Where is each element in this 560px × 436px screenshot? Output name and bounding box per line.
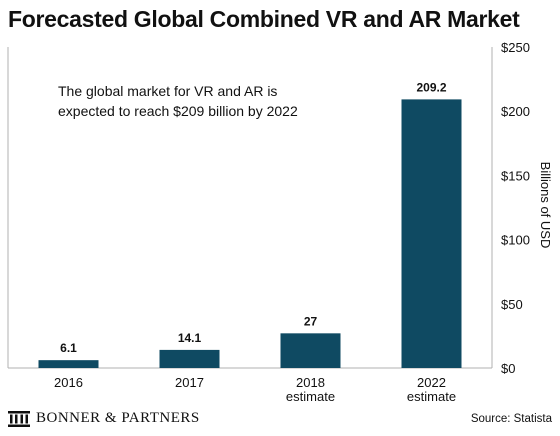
bar-value-label: 27	[304, 314, 318, 328]
y-tick-label: $100	[501, 233, 530, 248]
chart-annotation: The global market for VR and AR is expect…	[58, 83, 298, 119]
columns-logo-icon	[8, 410, 30, 427]
x-tick-label: 2017	[175, 375, 204, 390]
bar	[159, 349, 220, 368]
chart-title: Forecasted Global Combined VR and AR Mar…	[8, 6, 520, 32]
x-tick-label: 2018 estimate	[286, 375, 335, 404]
brand-logo: BONNER & PARTNERS	[8, 410, 200, 427]
bar	[280, 333, 341, 368]
bar	[401, 99, 462, 368]
bar-value-label: 209.2	[416, 80, 446, 94]
x-tick-label: 2022 estimate	[407, 375, 456, 404]
bar	[38, 360, 99, 368]
bar-value-label: 14.1	[178, 331, 202, 345]
y-tick-label: $0	[501, 361, 515, 376]
source-note: Source: Statista	[470, 413, 552, 425]
y-tick-label: $150	[501, 168, 530, 183]
y-tick-label: $200	[501, 104, 530, 119]
x-tick-label: 2016	[54, 375, 83, 390]
y-axis-label: Billions of USD	[538, 162, 553, 249]
y-tick-label: $250	[501, 40, 530, 55]
bar-value-label: 6.1	[60, 341, 77, 355]
y-tick-label: $50	[501, 297, 523, 312]
brand-name: BONNER & PARTNERS	[36, 410, 200, 426]
